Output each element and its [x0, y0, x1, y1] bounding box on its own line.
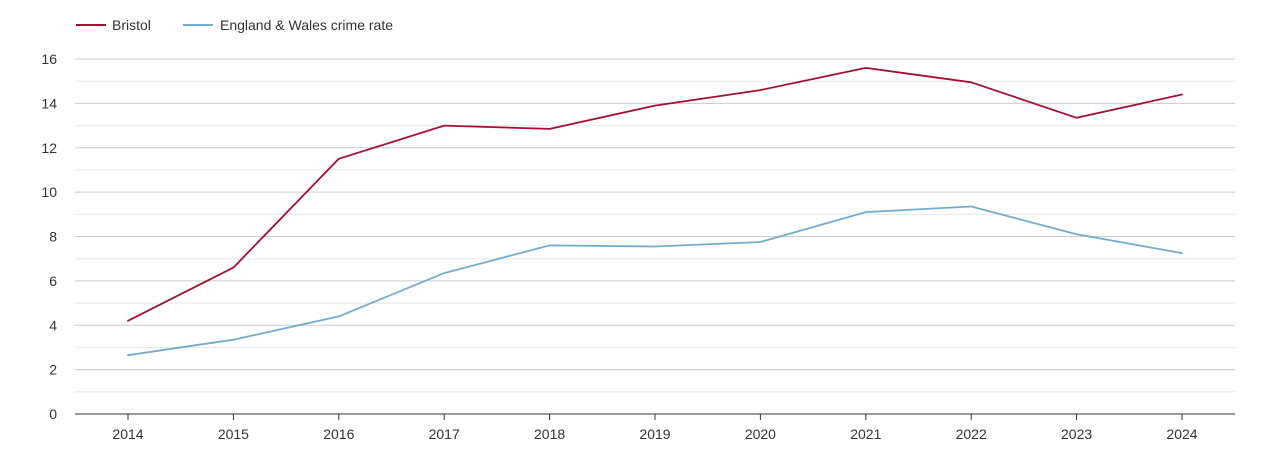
- y-axis: 0 2 4 6 8 10 12 14 16: [41, 51, 57, 422]
- series-lines: [127, 67, 1183, 357]
- x-tick-label: 2020: [745, 426, 776, 442]
- series-line-england-wales: [127, 205, 1183, 357]
- x-tick-label: 2024: [1166, 426, 1197, 442]
- x-tick-label: 2016: [323, 426, 354, 442]
- x-tick-label: 2014: [112, 426, 143, 442]
- y-tick-label: 6: [49, 273, 57, 289]
- y-tick-label: 10: [41, 184, 57, 200]
- legend-item-england-wales: England & Wales crime rate: [183, 17, 393, 33]
- y-tick-label: 2: [49, 362, 57, 378]
- x-tick-label: 2021: [850, 426, 881, 442]
- x-tick-label: 2019: [639, 426, 670, 442]
- y-tick-label: 12: [41, 140, 57, 156]
- x-tick-label: 2015: [218, 426, 249, 442]
- series-line-bristol: [127, 67, 1183, 322]
- x-tick-label: 2022: [956, 426, 987, 442]
- y-tick-label: 14: [41, 95, 57, 111]
- legend-item-bristol: Bristol: [76, 17, 151, 33]
- x-tick-label: 2018: [534, 426, 565, 442]
- y-tick-label: 4: [49, 317, 57, 333]
- legend: Bristol England & Wales crime rate: [76, 17, 393, 33]
- y-tick-label: 8: [49, 229, 57, 245]
- y-tick-label: 16: [41, 51, 57, 67]
- x-axis: 2014 2015 2016 2017 2018 2019 2020 2021 2022 2023…: [75, 413, 1235, 442]
- x-tick-label: 2017: [429, 426, 460, 442]
- x-tick-label: 2023: [1061, 426, 1092, 442]
- y-tick-label: 0: [49, 406, 57, 422]
- legend-label-england-wales: England & Wales crime rate: [220, 17, 393, 33]
- gridlines: [75, 58, 1235, 393]
- legend-label-bristol: Bristol: [112, 17, 151, 33]
